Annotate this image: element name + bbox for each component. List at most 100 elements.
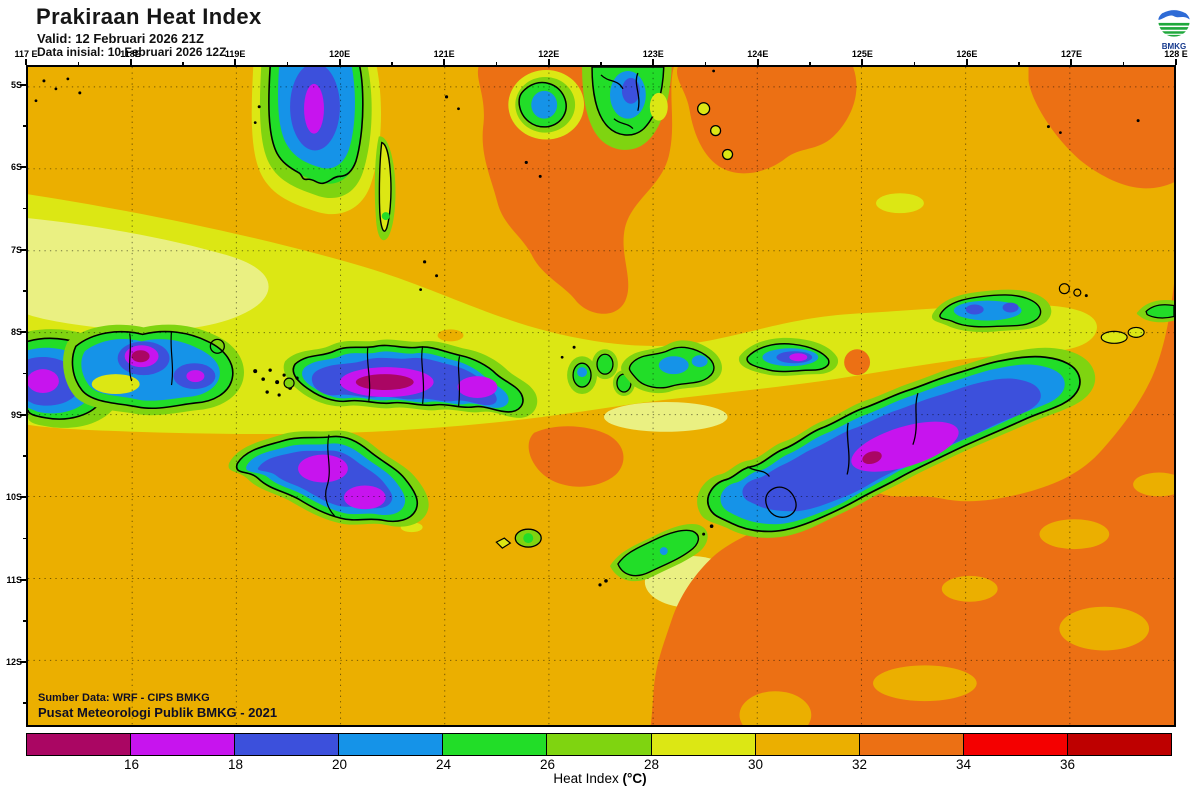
lat-minor-tick: [23, 620, 26, 622]
colorbar-tick-16: 16: [123, 757, 140, 772]
lat-minor-tick: [23, 125, 26, 127]
lat-label-11S: 11S: [6, 574, 22, 585]
colorbar-title-text: Heat Index: [553, 771, 623, 786]
island-damar: [931, 283, 1145, 344]
colorbar-segment-9: [963, 734, 1068, 755]
colorbar-tick-36: 36: [1059, 757, 1076, 772]
lon-label-121E: 121E: [433, 49, 455, 59]
lon-label-124E: 124E: [747, 49, 769, 59]
colorbar-segment-1: [131, 734, 236, 755]
lat-minor-tick: [23, 702, 26, 704]
lon-minor-tick: [809, 62, 811, 65]
colorbar-segment-7: [755, 734, 860, 755]
lat-tick: [20, 84, 26, 86]
small-island-specks: [34, 69, 1140, 536]
page-title: Prakiraan Heat Index: [36, 4, 262, 29]
lon-tick: [25, 59, 27, 65]
lat-tick: [20, 248, 26, 251]
lat-label-5S: 5S: [10, 80, 22, 90]
lon-tick: [129, 59, 132, 65]
lat-minor-tick: [23, 537, 26, 540]
lon-minor-tick: [182, 62, 184, 65]
islands-sawu: [495, 528, 542, 549]
colorbar-tick-34: 34: [955, 757, 972, 772]
island-alor: [621, 340, 722, 394]
lat-tick: [20, 496, 26, 499]
lon-minor-tick: [1018, 62, 1020, 65]
lon-tick: [1070, 59, 1073, 65]
colorbar-tick-20: 20: [331, 757, 348, 772]
lon-label-122E: 122E: [538, 49, 560, 59]
colorbar-tick-32: 32: [851, 757, 868, 772]
lon-label-125E: 125E: [851, 49, 873, 59]
island-sumba: [228, 430, 429, 527]
lat-minor-tick: [23, 207, 26, 210]
island-flores: [283, 339, 538, 418]
lon-minor-tick: [77, 62, 80, 65]
lon-label-127E: 127E: [1060, 49, 1082, 59]
lon-tick: [234, 59, 237, 65]
colorbar-tick-26: 26: [539, 757, 556, 772]
lon-minor-tick: [1122, 62, 1125, 65]
colorbar-segment-4: [443, 734, 548, 755]
lon-tick: [652, 59, 655, 65]
lat-label-10S: 10S: [5, 492, 22, 503]
lon-minor-tick: [704, 62, 707, 65]
colorbar-tick-28: 28: [643, 757, 660, 772]
colorbar-segment-5: [547, 734, 652, 755]
colorbar-title: Heat Index (°C): [0, 771, 1200, 786]
island-timor: [697, 347, 1096, 538]
lat-minor-tick: [23, 290, 26, 292]
colorbar-segment-6: [651, 734, 756, 755]
atoll-outline: [209, 338, 225, 354]
lon-label-128E: 128 E: [1164, 49, 1188, 59]
degree-grid: [28, 67, 1174, 725]
colorbar-title-unit: (°C): [622, 771, 647, 786]
lon-minor-tick: [495, 62, 498, 65]
lat-tick: [20, 413, 26, 416]
island-wetar: [738, 337, 839, 376]
source-data-line: Sumber Data: WRF - CIPS BMKG: [38, 692, 210, 704]
lon-tick: [1175, 59, 1177, 65]
island-sumbawa: [63, 324, 245, 416]
colorbar-segment-0: [27, 734, 132, 755]
lon-label-120E: 120E: [329, 49, 351, 59]
lat-tick: [20, 331, 26, 334]
lon-minor-tick: [391, 62, 393, 65]
colorbar-tick-18: 18: [227, 757, 244, 772]
bmkg-logo: BMKG: [1150, 2, 1198, 51]
bmkg-logo-label: BMKG: [1161, 42, 1187, 51]
lat-label-6S: 6S: [10, 162, 22, 173]
lon-tick: [756, 59, 759, 65]
heat-index-map: [28, 67, 1174, 725]
lat-label-12S: 12S: [5, 657, 22, 667]
lat-tick: [20, 578, 26, 581]
map-frame: Sumber Data: WRF - CIPS BMKG Pusat Meteo…: [26, 65, 1176, 727]
lon-tick: [965, 59, 968, 65]
lat-tick: [20, 661, 26, 663]
valid-datetime: Valid: 12 Februari 2026 21Z: [37, 31, 204, 46]
lat-label-7S: 7S: [10, 244, 22, 255]
lon-minor-tick: [286, 62, 289, 65]
lat-minor-tick: [23, 372, 26, 375]
colorbar-segment-2: [235, 734, 340, 755]
lon-label-123E: 123E: [642, 49, 664, 59]
island-south-sulawesi: [251, 67, 396, 241]
island-rote: [598, 524, 708, 587]
colorbar-segment-8: [859, 734, 964, 755]
lon-label-118E: 118E: [120, 49, 141, 59]
lat-label-8S: 8S: [10, 327, 22, 338]
lat-tick: [20, 166, 26, 169]
lon-label-126E: 126E: [956, 49, 978, 59]
island-buton-wakatobi: [508, 67, 734, 161]
source-org-line: Pusat Meteorologi Publik BMKG - 2021: [38, 705, 278, 720]
lon-tick: [338, 59, 341, 65]
colorbar: [26, 733, 1172, 756]
lon-label-119E: 119E: [224, 49, 246, 59]
lon-tick: [861, 59, 864, 65]
lon-label-117E: 117 E: [14, 49, 38, 59]
lat-label-9S: 9S: [10, 409, 22, 420]
colorbar-tick-24: 24: [435, 757, 452, 772]
lon-tick: [443, 59, 446, 65]
init-datetime: Data inisial: 10 Februari 2026 12Z: [37, 45, 227, 59]
